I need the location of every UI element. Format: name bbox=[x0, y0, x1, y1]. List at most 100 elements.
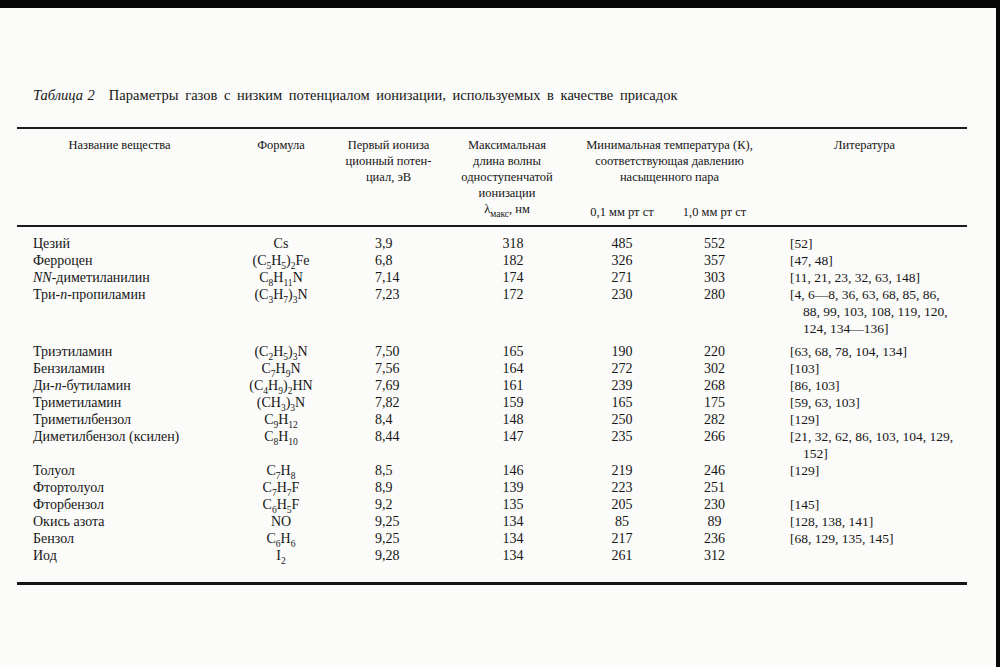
substance-name: Толуол bbox=[17, 462, 222, 479]
ionization-potential-value: 9,28 bbox=[340, 547, 437, 584]
temperature-01mm-value: 250 bbox=[577, 411, 667, 428]
max-wavelength-value: 134 bbox=[437, 513, 577, 530]
substance-name: Фтортолуол bbox=[17, 479, 222, 496]
substance-formula: (C4H9)2HN bbox=[222, 377, 340, 394]
substance-formula: (CH3)3N bbox=[222, 394, 340, 411]
ionization-potential-value: 9,25 bbox=[340, 530, 437, 547]
column-header-pressure-10mm: 1,0 мм рт ст bbox=[667, 199, 762, 226]
temperature-10mm-value: 266 bbox=[667, 428, 762, 462]
temperature-01mm-value: 85 bbox=[577, 513, 667, 530]
temperature-01mm-value: 190 bbox=[577, 343, 667, 360]
temperature-01mm-value: 165 bbox=[577, 394, 667, 411]
literature-refs bbox=[762, 547, 967, 584]
max-wavelength-value: 182 bbox=[437, 252, 577, 269]
ionization-potential-value: 3,9 bbox=[340, 226, 437, 252]
table-caption-text: Параметры газов с низким потенциалом ион… bbox=[109, 87, 678, 103]
temperature-10mm-value: 282 bbox=[667, 411, 762, 428]
temperature-10mm-value: 230 bbox=[667, 496, 762, 513]
substance-formula: C7H8 bbox=[222, 462, 340, 479]
temperature-01mm-value: 326 bbox=[577, 252, 667, 269]
substance-formula: Cs bbox=[222, 226, 340, 252]
table-row: Бензиламин C7H9N 7,56 164 272 302 [103] bbox=[17, 360, 967, 377]
max-wavelength-value: 134 bbox=[437, 530, 577, 547]
column-header-formula: Формула bbox=[222, 128, 340, 226]
table-row: Триметиламин (CH3)3N 7,82 159 165 175 [5… bbox=[17, 394, 967, 411]
temperature-10mm-value: 302 bbox=[667, 360, 762, 377]
literature-refs: [4, 6—8, 36, 63, 68, 85, 86,88, 99, 103,… bbox=[762, 286, 967, 337]
column-header-ionization-potential: Первый ионизационный потен-циал, эВ bbox=[340, 128, 437, 226]
temperature-10mm-value: 236 bbox=[667, 530, 762, 547]
temperature-10mm-value: 220 bbox=[667, 343, 762, 360]
literature-refs: [52] bbox=[762, 226, 967, 252]
table-caption-label: Таблица 2 bbox=[33, 87, 95, 103]
max-wavelength-value: 318 bbox=[437, 226, 577, 252]
max-wavelength-value: 139 bbox=[437, 479, 577, 496]
temperature-10mm-value: 246 bbox=[667, 462, 762, 479]
ionization-potential-value: 7,23 bbox=[340, 286, 437, 337]
literature-refs: [103] bbox=[762, 360, 967, 377]
ionization-potential-value: 9,2 bbox=[340, 496, 437, 513]
scan-right-edge bbox=[996, 0, 1000, 667]
table-body: Цезий Cs 3,9 318 485 552 [52] Ферроцен (… bbox=[17, 226, 967, 584]
substance-formula: I2 bbox=[222, 547, 340, 584]
temperature-10mm-value: 268 bbox=[667, 377, 762, 394]
ionization-potential-value: 8,9 bbox=[340, 479, 437, 496]
temperature-01mm-value: 230 bbox=[577, 286, 667, 337]
temperature-10mm-value: 280 bbox=[667, 286, 762, 337]
substance-formula: C7H7F bbox=[222, 479, 340, 496]
table-row: Иод I2 9,28 134 261 312 bbox=[17, 547, 967, 584]
temperature-01mm-value: 261 bbox=[577, 547, 667, 584]
ionization-potential-value: 9,25 bbox=[340, 513, 437, 530]
literature-refs: [63, 68, 78, 104, 134] bbox=[762, 343, 967, 360]
ionization-potential-value: 7,14 bbox=[340, 269, 437, 286]
ionization-potential-value: 7,69 bbox=[340, 377, 437, 394]
ionization-potential-value: 7,56 bbox=[340, 360, 437, 377]
substance-name: Ферроцен bbox=[17, 252, 222, 269]
table-row: Ферроцен (C5H5)2Fe 6,8 182 326 357 [47, … bbox=[17, 252, 967, 269]
substance-name: Триметилбензол bbox=[17, 411, 222, 428]
substance-name: Иод bbox=[17, 547, 222, 584]
temperature-10mm-value: 552 bbox=[667, 226, 762, 252]
literature-refs: [47, 48] bbox=[762, 252, 967, 269]
column-header-min-temperature: Минимальная температура (К),соответствую… bbox=[577, 128, 762, 199]
table-header: Название вещества Формула Первый ионизац… bbox=[17, 128, 967, 226]
literature-refs: [128, 138, 141] bbox=[762, 513, 967, 530]
max-wavelength-value: 174 bbox=[437, 269, 577, 286]
substance-formula: C6H5F bbox=[222, 496, 340, 513]
substance-name: Диметилбензол (ксилен) bbox=[17, 428, 222, 462]
substance-name: Три-n-пропиламин bbox=[17, 286, 222, 337]
substance-name: NN-диметиланилин bbox=[17, 269, 222, 286]
ionization-potential-value: 7,82 bbox=[340, 394, 437, 411]
temperature-01mm-value: 235 bbox=[577, 428, 667, 462]
substance-formula: C9H12 bbox=[222, 411, 340, 428]
temperature-01mm-value: 219 bbox=[577, 462, 667, 479]
literature-refs: [59, 63, 103] bbox=[762, 394, 967, 411]
column-header-literature: Литература bbox=[762, 128, 967, 226]
max-wavelength-value: 172 bbox=[437, 286, 577, 337]
table-row: Фторбензол C6H5F 9,2 135 205 230 [145] bbox=[17, 496, 967, 513]
substance-name: Бензиламин bbox=[17, 360, 222, 377]
substance-formula: (C3H7)3N bbox=[222, 286, 340, 337]
substance-name: Бензол bbox=[17, 530, 222, 547]
table-row: Бензол C6H6 9,25 134 217 236 [68, 129, 1… bbox=[17, 530, 967, 547]
scan-top-edge bbox=[0, 0, 1000, 8]
temperature-10mm-value: 312 bbox=[667, 547, 762, 584]
ionization-potential-value: 8,44 bbox=[340, 428, 437, 462]
substance-name: Ди-n-бутиламин bbox=[17, 377, 222, 394]
table-row: Фтортолуол C7H7F 8,9 139 223 251 bbox=[17, 479, 967, 496]
literature-refs: [68, 129, 135, 145] bbox=[762, 530, 967, 547]
max-wavelength-value: 165 bbox=[437, 343, 577, 360]
substance-formula: (C5H5)2Fe bbox=[222, 252, 340, 269]
max-wavelength-value: 161 bbox=[437, 377, 577, 394]
temperature-10mm-value: 357 bbox=[667, 252, 762, 269]
table-row: Цезий Cs 3,9 318 485 552 [52] bbox=[17, 226, 967, 252]
table-row: Диметилбензол (ксилен) C8H10 8,44 147 23… bbox=[17, 428, 967, 462]
literature-refs: [11, 21, 23, 32, 63, 148] bbox=[762, 269, 967, 286]
table-row: Триметилбензол C9H12 8,4 148 250 282 [12… bbox=[17, 411, 967, 428]
substance-formula: C6H6 bbox=[222, 530, 340, 547]
substance-formula: NO bbox=[222, 513, 340, 530]
max-wavelength-value: 147 bbox=[437, 428, 577, 462]
substance-formula: C8H10 bbox=[222, 428, 340, 462]
temperature-01mm-value: 485 bbox=[577, 226, 667, 252]
temperature-01mm-value: 217 bbox=[577, 530, 667, 547]
